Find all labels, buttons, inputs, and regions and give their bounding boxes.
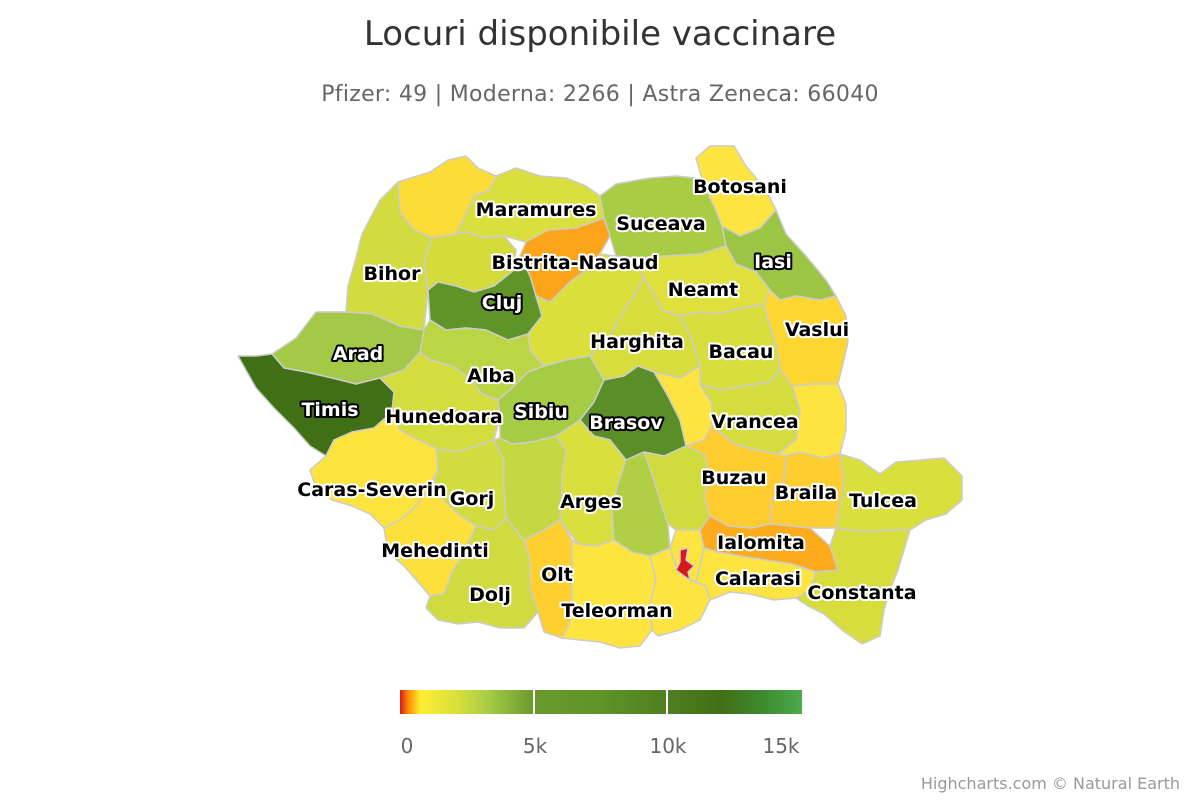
- label-ialomita: Ialomita: [717, 532, 805, 554]
- label-bacau: Bacau: [709, 341, 774, 363]
- label-calarasi: Calarasi: [715, 568, 801, 590]
- label-alba: Alba: [467, 365, 515, 387]
- label-braila: Braila: [775, 482, 838, 504]
- label-sibiu: Sibiu: [514, 401, 568, 423]
- legend-tick-10k: 10k: [649, 734, 687, 758]
- label-olt: Olt: [541, 564, 573, 586]
- label-vrancea: Vrancea: [711, 411, 798, 433]
- label-teleorman: Teleorman: [561, 600, 672, 622]
- credits-link[interactable]: Highcharts.com © Natural Earth: [920, 774, 1180, 793]
- label-bihor: Bihor: [364, 263, 422, 285]
- label-vaslui: Vaslui: [785, 319, 849, 341]
- label-buzau: Buzau: [701, 467, 766, 489]
- label-tulcea: Tulcea: [849, 490, 917, 512]
- label-bistrita-nasaud: Bistrita-Nasaud: [491, 252, 658, 274]
- label-neamt: Neamt: [668, 279, 739, 301]
- legend-gridline-10k: [666, 690, 668, 714]
- county-labels: Maramures Botosani Suceava Bihor Bistrit…: [295, 174, 919, 624]
- chart-title: Locuri disponibile vaccinare: [363, 14, 837, 54]
- chart-subtitle: Pfizer: 49 | Moderna: 2266 | Astra Zenec…: [321, 82, 879, 107]
- label-cluj: Cluj: [482, 292, 523, 314]
- county-dolj[interactable]: [425, 517, 539, 629]
- label-caras-severin: Caras-Severin: [297, 479, 446, 501]
- color-gradient-bar: [400, 690, 802, 714]
- label-iasi: Iasi: [754, 251, 792, 273]
- county-calarasi[interactable]: [695, 547, 817, 601]
- color-axis-legend: [400, 690, 802, 714]
- label-botosani: Botosani: [693, 176, 787, 198]
- label-mehedinti: Mehedinti: [381, 540, 488, 562]
- label-timis: Timis: [301, 399, 358, 421]
- label-suceava: Suceava: [616, 213, 705, 235]
- legend-tick-5k: 5k: [522, 734, 548, 758]
- county-tulcea[interactable]: [835, 453, 963, 533]
- label-constanta: Constanta: [807, 582, 916, 604]
- legend-gridline-5k: [533, 690, 535, 714]
- county-constanta[interactable]: [795, 527, 911, 645]
- label-dolj: Dolj: [469, 584, 511, 606]
- label-arges: Arges: [560, 491, 622, 513]
- label-arad: Arad: [333, 343, 384, 365]
- label-gorj: Gorj: [450, 488, 495, 510]
- label-brasov: Brasov: [589, 412, 663, 434]
- county-teleorman[interactable]: [561, 539, 657, 649]
- legend-tick-15k: 15k: [762, 734, 800, 758]
- legend-tick-0: 0: [400, 734, 414, 758]
- label-harghita: Harghita: [590, 331, 684, 353]
- label-maramures: Maramures: [476, 199, 597, 221]
- county-bucuresti[interactable]: [675, 547, 695, 581]
- counties: [237, 145, 963, 649]
- label-hunedoara: Hunedoara: [385, 406, 503, 428]
